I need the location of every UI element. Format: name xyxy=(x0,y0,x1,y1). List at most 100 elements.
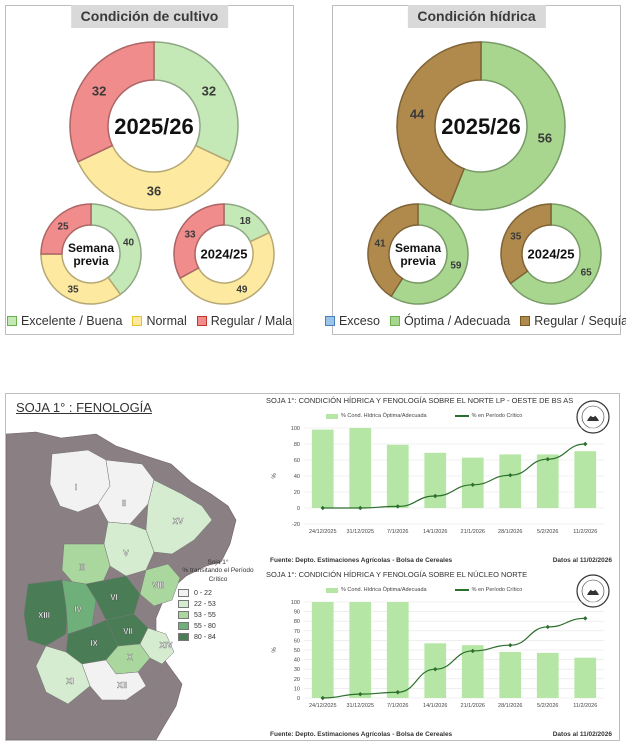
y-tick-label: 100 xyxy=(291,426,300,432)
bar xyxy=(311,602,334,698)
legend-item: Normal xyxy=(132,314,187,328)
map-legend-label: 0 - 22 xyxy=(194,589,212,597)
donut-center-label: previa xyxy=(400,254,436,268)
map-region-label: IV xyxy=(74,605,82,614)
legend-label: Exceso xyxy=(338,314,380,328)
line-point xyxy=(320,695,325,701)
donut-slice-3 xyxy=(40,203,92,255)
bolsa-logo xyxy=(576,574,610,608)
map-title: SOJA 1° : FENOLOGÍA xyxy=(16,400,152,415)
x-tick-label: 28/1/2026 xyxy=(498,529,522,535)
chart-date-norte: Datos al 11/02/2026 xyxy=(552,557,612,564)
x-tick-label: 14/1/2026 xyxy=(423,529,447,535)
water-condition-legend: Exceso Óptima / Adecuada Regular / Sequía xyxy=(324,314,626,328)
donut-value-label: 35 xyxy=(510,232,522,243)
y-tick-label: 50 xyxy=(294,648,300,654)
map-legend-title-line: % transitando el Período Crítico xyxy=(182,567,254,583)
donut-value-label: 32 xyxy=(202,84,216,99)
map-region-label: VIII xyxy=(152,581,164,590)
legend-swatch xyxy=(520,316,531,326)
x-tick-label: 5/2/2026 xyxy=(537,529,558,535)
legend-bar-label: % Cond. Hídrica Óptima/Adecuada xyxy=(341,587,427,593)
donut-value-label: 44 xyxy=(410,106,425,121)
chart-date-nucleo: Datos al 11/02/2026 xyxy=(552,731,612,738)
donut-center-label: Semana xyxy=(395,241,441,255)
map-legend-swatch xyxy=(178,600,189,609)
donut-slice-2 xyxy=(76,144,232,211)
legend-label: Regular / Mala xyxy=(210,314,293,328)
line-point xyxy=(470,482,475,487)
crop-condition-title: Condición de cultivo xyxy=(70,5,229,28)
map-panel: SOJA 1° : FENOLOGÍA I II III IV V VI VII VIII IX… xyxy=(6,394,258,740)
map-region-label: V xyxy=(123,549,129,558)
y-tick-label: 70 xyxy=(294,629,300,635)
donut-slice-2 xyxy=(390,203,469,305)
y-tick-label: 60 xyxy=(294,458,300,464)
y-tick-label: 40 xyxy=(294,474,300,480)
donut-center-label: Semana xyxy=(68,241,114,255)
legend-item: Excelente / Buena xyxy=(6,314,122,328)
map-region-label: XI xyxy=(66,677,74,686)
map-region-label: VI xyxy=(110,593,118,602)
y-tick-label: 80 xyxy=(294,619,300,625)
line-point xyxy=(433,493,438,499)
legend-label: Óptima / Adecuada xyxy=(403,314,511,328)
legend-swatch xyxy=(389,316,400,326)
bar xyxy=(349,602,372,698)
donut-slice-3 xyxy=(173,203,225,280)
map-legend-row: 55 - 80 xyxy=(178,622,258,631)
legend-item: Óptima / Adecuada xyxy=(389,314,511,328)
donut-center-label: 2024/25 xyxy=(528,247,575,262)
legend-swatch xyxy=(132,316,143,326)
map-legend-swatch xyxy=(178,611,189,620)
map-region-label: XIII xyxy=(38,611,50,620)
map-legend-label: 80 - 84 xyxy=(194,633,216,641)
map-legend-title: Soja 1°% transitando el Período Crítico xyxy=(178,559,258,584)
legend-item: Exceso xyxy=(324,314,380,328)
map-region-label: I xyxy=(75,483,77,492)
legend-label: Regular / Sequía xyxy=(534,314,626,328)
map-legend-label: 53 - 55 xyxy=(194,611,216,619)
y-axis-title: % xyxy=(272,647,278,653)
donut-slice-2 xyxy=(449,41,566,211)
donut-value-label: 40 xyxy=(123,237,135,248)
phenology-frame: SOJA 1° : FENOLOGÍA I II III IV V VI VII VIII IX… xyxy=(5,393,620,741)
x-tick-label: 24/12/2025 xyxy=(309,703,337,709)
bar xyxy=(461,645,484,698)
line-point xyxy=(508,473,513,478)
legend-line-label: % en Período Crítico xyxy=(471,413,523,419)
crop-condition-panel: Condición de cultivo 32 36 32 2025/26 40 35 2… xyxy=(5,5,294,335)
legend-label: Normal xyxy=(146,314,187,328)
x-tick-label: 7/1/2026 xyxy=(387,529,408,535)
y-axis-title: % xyxy=(272,473,278,479)
y-tick-label: 10 xyxy=(294,686,300,692)
donut-slice-2 xyxy=(509,203,602,305)
map-legend-row: 80 - 84 xyxy=(178,633,258,642)
y-tick-label: 20 xyxy=(294,677,300,683)
donut-crop-current: 32 36 32 2025/26 xyxy=(69,41,239,211)
x-tick-label: 7/1/2026 xyxy=(387,703,408,709)
x-tick-label: 11/2/2026 xyxy=(573,703,597,709)
donut-water-current: 56 44 2025/26 xyxy=(396,41,566,211)
donut-center-label: 2025/26 xyxy=(114,114,194,139)
y-tick-label: 0 xyxy=(297,506,300,512)
y-tick-label: 80 xyxy=(294,442,300,448)
map-region-label: XV xyxy=(173,517,184,526)
chart-title-norte: SOJA 1°: CONDICIÓN HÍDRICA Y FENOLOGÍA S… xyxy=(266,396,574,405)
donut-value-label: 65 xyxy=(581,267,593,278)
bar xyxy=(499,454,522,508)
bar xyxy=(499,651,522,698)
bar xyxy=(386,602,409,698)
line-point xyxy=(545,624,550,630)
donut-value-label: 32 xyxy=(92,84,106,99)
map-region-label: III xyxy=(79,563,86,572)
map-region-label: XII xyxy=(117,681,127,690)
map-region-xv xyxy=(145,479,213,555)
donut-value-label: 33 xyxy=(184,229,196,240)
line-point xyxy=(320,505,325,511)
line-point xyxy=(508,643,513,648)
donut-slice-2 xyxy=(179,231,275,305)
